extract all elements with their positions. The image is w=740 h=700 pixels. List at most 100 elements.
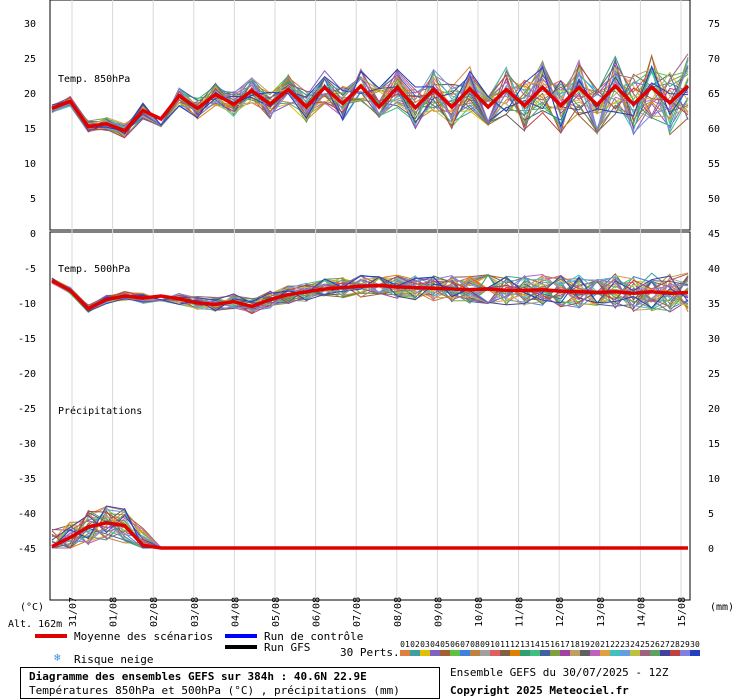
pert-label: 24: [630, 640, 640, 649]
pert-label: 25: [640, 640, 650, 649]
mean-line-t500: [51, 279, 689, 311]
pert-label: 28: [670, 640, 680, 649]
pert-label: 15: [540, 640, 550, 649]
run-info: Ensemble GEFS du 30/07/2025 - 12Z: [450, 666, 669, 679]
y-tick-right: 40: [708, 264, 720, 275]
pert-color-swatch: [430, 650, 440, 656]
y-tick-left: -20: [18, 369, 36, 380]
copyright: Copyright 2025 Meteociel.fr: [450, 684, 629, 697]
y-tick-left: 15: [24, 124, 36, 135]
pert-color-swatch: [420, 650, 430, 656]
pert-label: 05: [440, 640, 450, 649]
legend-gfs-swatch: [225, 645, 257, 649]
pert-color-swatch: [440, 650, 450, 656]
y-tick-left: 25: [24, 54, 36, 65]
y-tick-left: -40: [18, 509, 36, 520]
y-tick-right: 30: [708, 334, 720, 345]
y-tick-right: 25: [708, 369, 720, 380]
pert-color-swatch: [630, 650, 640, 656]
chart-title: Diagramme des ensembles GEFS sur 384h : …: [29, 670, 367, 683]
pert-color-swatch: [660, 650, 670, 656]
y-tick-right: 0: [708, 544, 714, 555]
pert-label: 20: [590, 640, 600, 649]
series-group: [51, 53, 690, 550]
pert-label: 01: [400, 640, 410, 649]
pert-label: 19: [580, 640, 590, 649]
y-tick-left: 10: [24, 159, 36, 170]
snow-icon: ❄: [54, 651, 61, 664]
y-tick-left: 0: [30, 229, 36, 240]
y-tick-right: 75: [708, 19, 720, 30]
y-tick-right: 50: [708, 194, 720, 205]
y-tick-right: 10: [708, 474, 720, 485]
y-tick-left: -10: [18, 299, 36, 310]
pert-label: 30: [690, 640, 700, 649]
pert-color-swatch: [620, 650, 630, 656]
left-unit: (°C): [20, 602, 44, 613]
pert-color-swatch: [460, 650, 470, 656]
y-tick-right: 45: [708, 229, 720, 240]
mean-line-t850: [51, 83, 690, 133]
x-tick-label: 08/08: [393, 597, 404, 627]
legend-snow: Risque neige: [74, 653, 154, 666]
y-tick-right: 70: [708, 54, 720, 65]
y-tick-left: 20: [24, 89, 36, 100]
pert-label: 14: [530, 640, 540, 649]
y-tick-left: -30: [18, 439, 36, 450]
pert-label: 04: [430, 640, 440, 649]
pert-label: 23: [620, 640, 630, 649]
x-tick-label: 04/08: [230, 597, 241, 627]
pert-color-swatch: [580, 650, 590, 656]
pert-color-swatch: [570, 650, 580, 656]
pert-label: 13: [520, 640, 530, 649]
pert-label: 27: [660, 640, 670, 649]
pert-label: 18: [570, 640, 580, 649]
member-line-t500: [51, 275, 689, 312]
x-tick-label: 12/08: [555, 597, 566, 627]
x-tick-label: 06/08: [312, 597, 323, 627]
pert-label: 21: [600, 640, 610, 649]
pert-color-swatch: [500, 650, 510, 656]
y-tick-left: 30: [24, 19, 36, 30]
pert-label: 29: [680, 640, 690, 649]
x-tick-label: 05/08: [271, 597, 282, 627]
pert-label: 16: [550, 640, 560, 649]
pert-label: 26: [650, 640, 660, 649]
pert-color-swatch: [470, 650, 480, 656]
pert-label: 11: [500, 640, 510, 649]
x-tick-label: 13/08: [596, 597, 607, 627]
legend-mean-swatch: [35, 634, 67, 638]
legend-perts: 30 Perts.: [340, 646, 400, 659]
pert-label: 12: [510, 640, 520, 649]
label-precip: Précipitations: [58, 405, 142, 417]
y-left-ticks: 30 25 20 15 10 5 0 -5 -10 -15 -20 -25 -30 -35 -40 -45: [18, 19, 36, 555]
y-tick-left: -25: [18, 404, 36, 415]
y-tick-right: 65: [708, 89, 720, 100]
y-tick-left: -35: [18, 474, 36, 485]
pert-color-swatch: [550, 650, 560, 656]
x-tick-label: 14/08: [636, 597, 647, 627]
y-tick-left: -5: [24, 264, 36, 275]
pert-color-swatch: [690, 650, 700, 656]
x-tick-label: 03/08: [190, 597, 201, 627]
right-unit: (mm): [710, 602, 734, 613]
legend-control-swatch: [225, 634, 257, 638]
x-tick-label: 31/07: [68, 597, 79, 627]
pert-color-swatch: [650, 650, 660, 656]
pert-color-swatch: [480, 650, 490, 656]
pert-color-swatch: [610, 650, 620, 656]
pert-label: 07: [460, 640, 470, 649]
pert-label: 22: [610, 640, 620, 649]
y-tick-right: 5: [708, 509, 714, 520]
y-tick-right: 60: [708, 124, 720, 135]
x-tick-label: 02/08: [149, 597, 160, 627]
pert-label: 03: [420, 640, 430, 649]
y-tick-right: 20: [708, 404, 720, 415]
pert-label: 02: [410, 640, 420, 649]
x-date-labels: 31/07 01/08 02/08 03/08 04/08 05/08 06/08 07/08…: [68, 597, 688, 627]
y-tick-left: 5: [30, 194, 36, 205]
y-tick-left: -15: [18, 334, 36, 345]
x-tick-label: 01/08: [109, 597, 120, 627]
pert-color-swatch: [450, 650, 460, 656]
